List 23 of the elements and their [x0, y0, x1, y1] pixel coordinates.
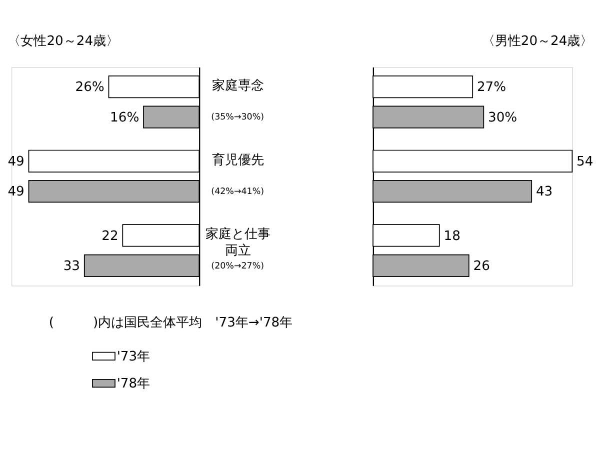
data-label: 49	[8, 184, 24, 200]
data-label: 49	[8, 154, 24, 170]
data-label: 22	[102, 228, 118, 244]
data-label: 33	[63, 259, 80, 274]
legend-label: '78年	[116, 376, 150, 392]
y-tick-label: 家庭と仕事両立	[206, 226, 271, 259]
data-label: 16%	[110, 110, 140, 126]
data-label: 26%	[75, 80, 104, 96]
data-label: 30%	[488, 110, 518, 126]
text: (20%→27%)	[211, 261, 264, 272]
legend-label: '73年	[116, 350, 150, 365]
data-label: 18	[444, 228, 460, 244]
text: (42%→41%)	[211, 186, 264, 197]
y-tick-label: 育児優先	[212, 152, 264, 168]
y-tick-label: 家庭専念	[212, 78, 264, 94]
data-label: 54	[576, 154, 594, 170]
data-label: 27%	[476, 80, 506, 96]
text: (35%→30%)	[211, 112, 264, 123]
data-label: 26	[473, 259, 490, 274]
chart-title: 〈男性20～24歳〉	[482, 34, 594, 50]
data-label: 43	[536, 184, 553, 200]
chart-title: 〈女性20～24歳〉	[8, 34, 120, 50]
text: ( )内は国民全体平均 '73年→'78年	[48, 316, 293, 330]
